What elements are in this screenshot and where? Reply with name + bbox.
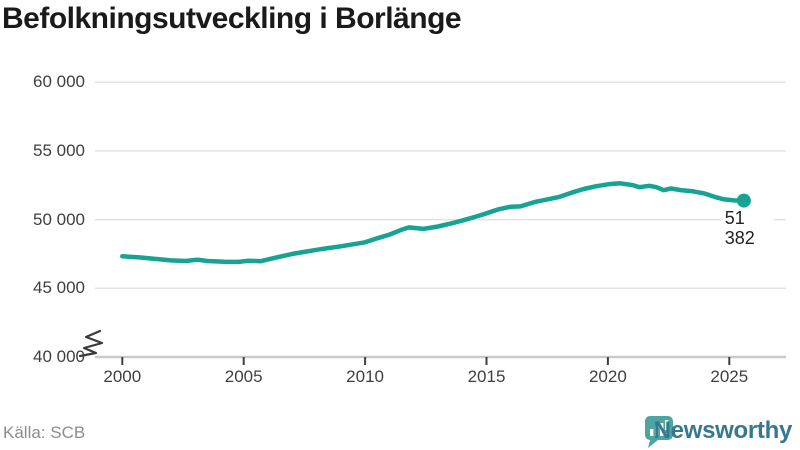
population-series-line (120, 181, 747, 265)
x-tick-label: 2015 (467, 367, 506, 386)
x-tick-label: 2005 (224, 367, 263, 386)
latest-value-annotation: 51 382 (721, 207, 774, 248)
y-tick-label: 60 000 (33, 72, 85, 92)
x-tick-label: 2025 (710, 367, 749, 386)
gridlines (95, 81, 786, 290)
axis-break-squiggle-icon (78, 329, 104, 358)
y-tick-label: 45 000 (33, 278, 85, 298)
y-tick-label: 50 000 (33, 209, 85, 229)
y-tick-label: 55 000 (33, 140, 85, 160)
x-tick-marks (121, 357, 731, 365)
chart-title: Befolkningsutveckling i Borlänge (2, 2, 462, 35)
x-tick-label: 2000 (103, 367, 142, 386)
brand-wordmark: Newsworthy (653, 417, 793, 444)
newsworthy-brand: Newsworthy (653, 413, 793, 449)
x-tick-label: 2010 (346, 367, 385, 386)
newsworthy-logo-icon (645, 416, 673, 448)
latest-value-dot (736, 193, 751, 208)
y-tick-label: 40 000 (33, 347, 85, 366)
x-tick-label: 2020 (588, 367, 627, 386)
source-note: Källa: SCB (3, 423, 86, 442)
